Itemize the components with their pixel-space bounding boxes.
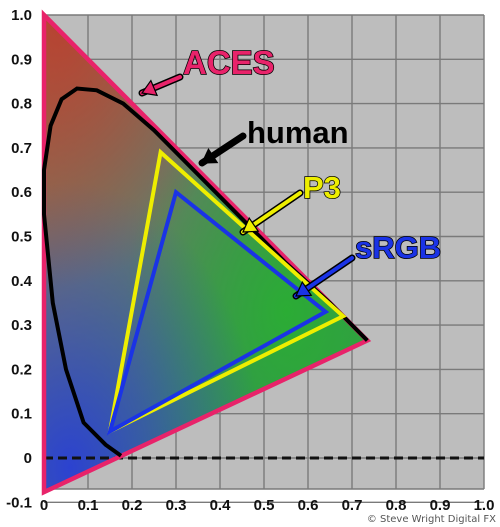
x-tick-label: 0.1	[78, 497, 99, 514]
y-tick-label: 0.8	[11, 96, 32, 113]
series-srgb-line	[106, 188, 330, 436]
x-tick-label: 0.8	[386, 497, 407, 514]
annotation-label-human: human	[247, 115, 349, 150]
annotation-arrowhead	[295, 280, 313, 297]
y-tick-label: 1.0	[11, 7, 32, 24]
x-tick-label: 0.3	[166, 497, 187, 514]
annotation-label-p3: P3	[303, 170, 341, 205]
annotation-arrowhead	[201, 147, 219, 164]
x-tick-label: 0.9	[430, 497, 451, 514]
series-layer	[41, 9, 372, 496]
y-tick-label: 0.7	[11, 140, 32, 157]
x-tick-label: 0.6	[298, 497, 319, 514]
y-tick-label: 0	[24, 450, 32, 467]
series-p3-line	[107, 148, 347, 435]
annotation-label-aces: ACES	[183, 44, 275, 81]
y-tick-label: 0.5	[11, 228, 32, 245]
y-tick-label: 0.2	[11, 361, 32, 378]
y-tick-label: 0.1	[11, 406, 32, 423]
annotation-arrowhead	[242, 216, 260, 233]
annotations: ACES human P3 sRGB	[138, 43, 442, 300]
x-tick-label: 0.5	[254, 497, 275, 514]
x-tick-label: 0.7	[342, 497, 363, 514]
x-tick-label: 0.2	[122, 497, 143, 514]
credit-text: © Steve Wright Digital FX	[367, 514, 496, 525]
y-tick-label: 0.6	[11, 184, 32, 201]
x-tick-label: 0	[40, 497, 48, 514]
tick-labels: 0 0.1 0.2 0.3 0.4 0.5 0.6 0.7 0.8 0.9 1.0 1.0 0.9 0.8…	[6, 7, 494, 514]
y-tick-label: -0.1	[6, 494, 32, 511]
series-aces-line	[41, 9, 372, 496]
x-tick-label: 0.4	[210, 497, 232, 514]
annotation-label-srgb: sRGB	[355, 230, 441, 265]
x-tick-label: 1.0	[474, 497, 495, 514]
y-tick-label: 0.4	[11, 273, 33, 290]
y-tick-label: 0.9	[11, 51, 32, 68]
y-tick-label: 0.3	[11, 317, 32, 334]
annotation-arrowhead	[140, 79, 159, 97]
